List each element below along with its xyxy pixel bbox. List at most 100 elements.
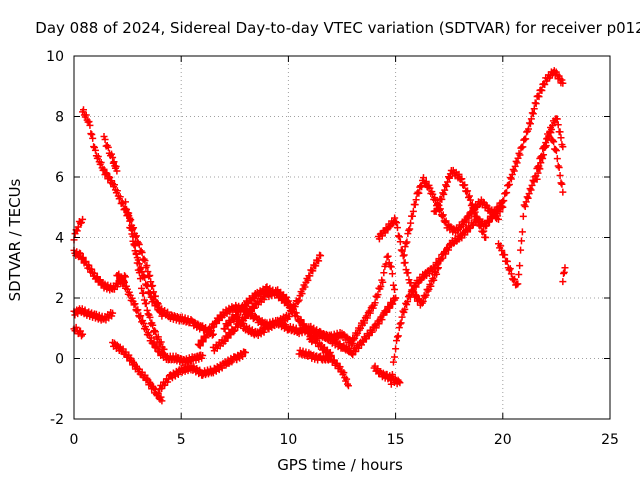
data-point — [505, 180, 513, 188]
data-point — [442, 217, 450, 225]
data-point — [511, 275, 519, 283]
data-point — [406, 293, 414, 301]
data-point — [402, 239, 410, 247]
data-point — [128, 230, 136, 238]
data-point — [404, 298, 412, 306]
x-tick-label: 0 — [70, 432, 79, 448]
data-point — [393, 337, 401, 345]
data-point — [561, 264, 569, 272]
series-track-27 — [559, 264, 569, 286]
data-point — [401, 305, 409, 313]
data-point — [239, 352, 247, 360]
data-point — [78, 332, 86, 340]
data-point — [137, 264, 145, 272]
data-point — [558, 76, 566, 84]
data-point — [444, 246, 452, 254]
data-point — [132, 250, 140, 258]
data-point — [138, 284, 146, 292]
data-point — [141, 274, 149, 282]
data-point — [199, 338, 207, 346]
data-point — [89, 134, 97, 142]
data-point — [314, 334, 322, 342]
data-point — [343, 375, 351, 383]
data-point — [542, 142, 550, 150]
marks-layer — [70, 67, 569, 405]
data-point — [559, 79, 567, 87]
data-point — [558, 180, 566, 188]
data-point — [559, 188, 567, 196]
data-point — [144, 268, 152, 276]
data-point — [554, 162, 562, 170]
data-point — [399, 252, 407, 260]
data-point — [207, 327, 215, 335]
data-point — [366, 309, 374, 317]
data-point — [389, 281, 397, 289]
data-point — [133, 307, 141, 315]
data-point — [151, 328, 159, 336]
data-point — [195, 341, 203, 349]
data-point — [113, 167, 121, 175]
data-point — [438, 195, 446, 203]
data-point — [73, 227, 81, 235]
data-point — [404, 230, 412, 238]
data-point — [461, 181, 469, 189]
series-track-8 — [109, 339, 166, 405]
data-point — [536, 165, 544, 173]
series-track-6 — [100, 132, 121, 175]
data-point — [533, 175, 541, 183]
data-point — [525, 125, 533, 133]
data-point — [76, 250, 84, 258]
data-point — [134, 306, 142, 314]
data-point — [79, 330, 87, 338]
data-point — [131, 300, 139, 308]
data-point — [91, 146, 99, 154]
data-point — [392, 294, 400, 302]
y-tick-label: 4 — [55, 231, 64, 247]
data-point — [528, 181, 536, 189]
data-point — [415, 189, 423, 197]
data-point — [146, 313, 154, 321]
data-point — [144, 281, 152, 289]
series-track-20 — [387, 202, 507, 388]
data-point — [230, 327, 238, 335]
data-point — [121, 278, 129, 286]
data-point — [527, 186, 535, 194]
data-point — [292, 309, 300, 317]
data-point — [464, 228, 472, 236]
data-point — [117, 276, 125, 284]
data-point — [147, 278, 155, 286]
x-axis-label: GPS time / hours — [277, 456, 403, 474]
data-point — [388, 270, 396, 278]
data-point — [516, 151, 524, 159]
y-tick-label: 8 — [55, 110, 64, 126]
y-axis-label: SDTVAR / TECUs — [6, 178, 24, 301]
data-point — [164, 308, 172, 316]
data-point — [336, 363, 344, 371]
data-point — [383, 253, 391, 261]
data-point — [430, 276, 438, 284]
data-point — [435, 201, 443, 209]
data-point — [288, 307, 296, 315]
y-tick-label: 6 — [55, 170, 64, 186]
data-point — [146, 272, 154, 280]
data-point — [395, 324, 403, 332]
data-point — [469, 204, 477, 212]
data-point — [506, 265, 514, 273]
data-point — [557, 179, 565, 187]
data-point — [344, 380, 352, 388]
series-track-4 — [70, 215, 87, 244]
data-point — [374, 291, 382, 299]
data-point — [109, 309, 117, 317]
data-point — [304, 276, 312, 284]
series-track-22 — [370, 362, 404, 388]
series-track-2 — [70, 305, 117, 324]
data-point — [557, 134, 565, 142]
data-point — [394, 224, 402, 232]
data-point — [143, 306, 151, 314]
data-point — [142, 299, 150, 307]
series-track-24 — [490, 67, 567, 218]
data-point — [79, 254, 87, 262]
series-track-9 — [113, 270, 207, 367]
data-point — [507, 175, 515, 183]
data-point — [79, 215, 87, 223]
